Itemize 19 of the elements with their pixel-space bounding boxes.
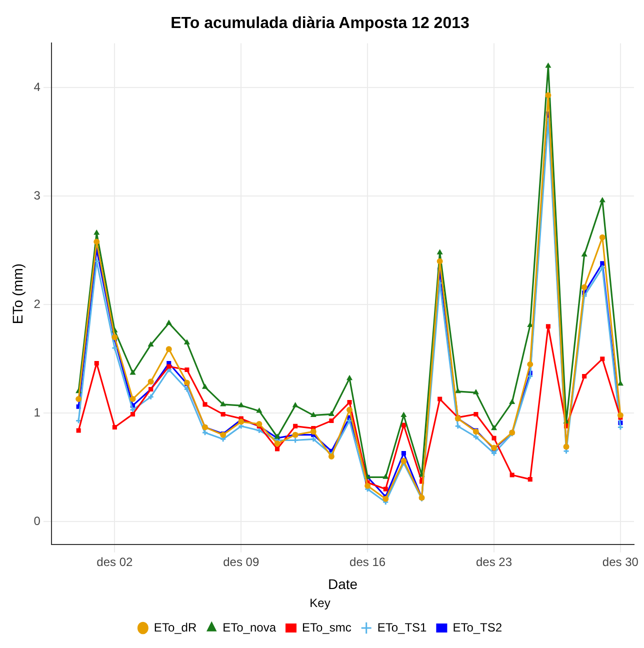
chart-title: ETo acumulada diària Amposta 12 2013 (170, 15, 470, 32)
x-axis-title: Date (328, 576, 358, 592)
y-tick-label: 4 (34, 80, 41, 94)
x-tick-label: des 16 (350, 554, 386, 569)
legend-label: ETo_dR (154, 620, 197, 634)
legend-label: ETo_smc (302, 620, 352, 634)
y-axis-title: ETo (mm) (9, 263, 26, 324)
x-tick-label: des 09 (223, 554, 260, 569)
x-tick-label: des 02 (96, 554, 134, 569)
y-tick-label: 3 (34, 188, 41, 202)
x-tick-label: des 23 (476, 554, 512, 569)
x-tick-label: des 30 (602, 554, 639, 569)
legend-label: ETo_TS1 (377, 620, 428, 634)
y-tick-label: 2 (34, 296, 41, 311)
legend-label: ETo_TS2 (452, 620, 502, 634)
legend-title: Key (310, 596, 330, 610)
legend-label: ETo_nova (222, 620, 276, 634)
y-tick-label: 1 (34, 405, 41, 420)
y-tick-label: 0 (34, 514, 41, 528)
